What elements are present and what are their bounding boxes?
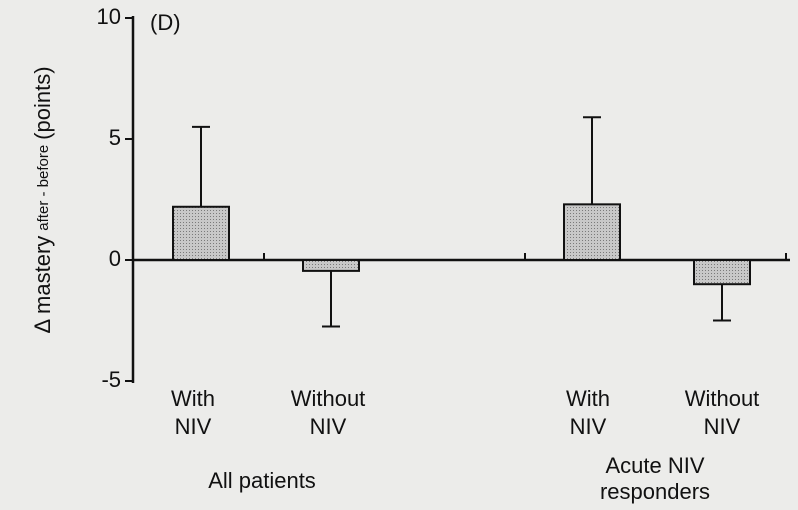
y-tick-label: -5 (101, 367, 121, 392)
x-tick-label: NIV (704, 414, 741, 439)
y-tick-label: 0 (109, 246, 121, 271)
y-axis-label: Δ mastery after - before (points) (30, 66, 55, 333)
group-label: Acute NIV (605, 453, 704, 478)
x-tick-label: NIV (175, 414, 212, 439)
x-tick-label: Without (685, 386, 760, 411)
y-tick-label: 5 (109, 125, 121, 150)
x-tick-label: NIV (310, 414, 347, 439)
y-label-unit: (points) (30, 66, 55, 139)
y-label-main: Δ mastery (30, 236, 55, 334)
bar (172, 205, 230, 261)
y-label-sub: after - before (35, 145, 52, 231)
bar (563, 203, 621, 261)
x-tick-label: NIV (570, 414, 607, 439)
bar (302, 259, 360, 272)
y-tick-label: 10 (97, 4, 121, 29)
group-label: responders (600, 479, 710, 504)
group-label: All patients (208, 468, 316, 493)
panel-label: (D) (150, 10, 181, 35)
bar (693, 259, 751, 286)
x-tick-label: Without (291, 386, 366, 411)
x-tick-label: With (171, 386, 215, 411)
x-tick-label: With (566, 386, 610, 411)
